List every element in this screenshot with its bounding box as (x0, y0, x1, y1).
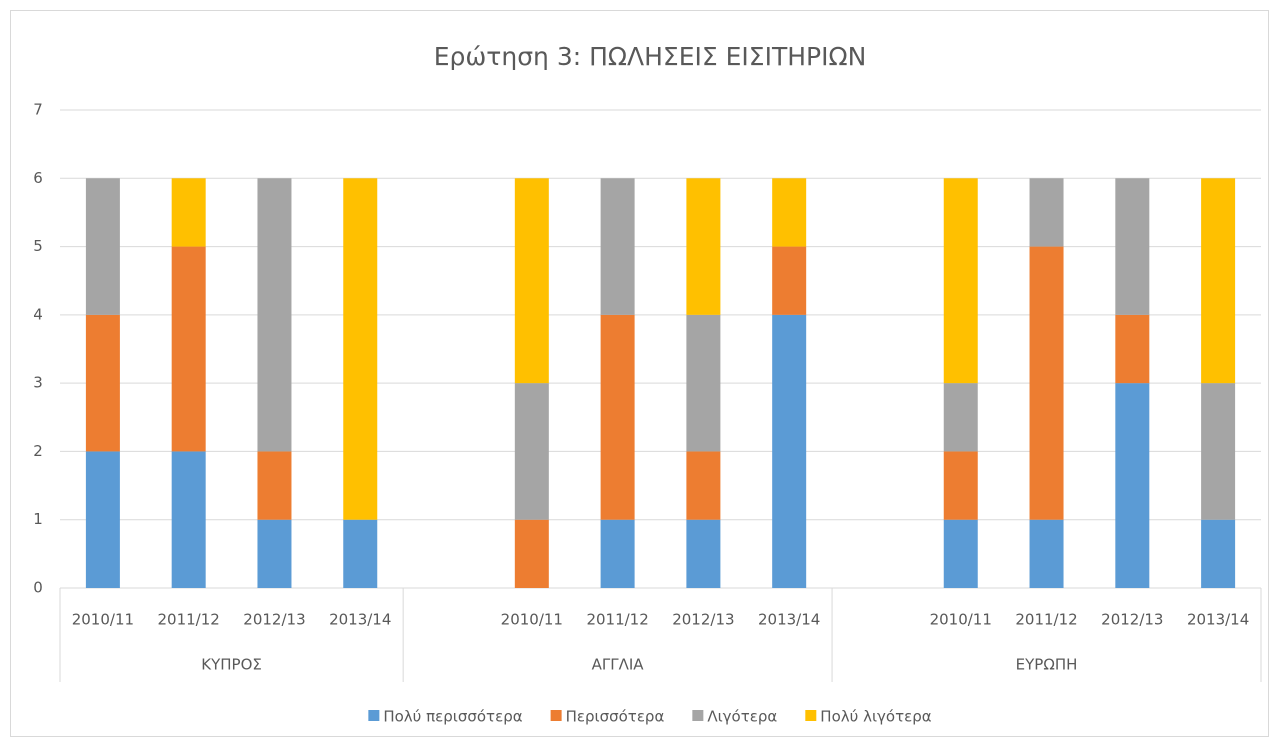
legend-label: Περισσότερα (566, 708, 665, 726)
y-tick-label: 7 (33, 101, 43, 119)
bar-segment (686, 178, 721, 315)
bar-segment (943, 519, 978, 588)
bar-segment (343, 519, 378, 588)
group-label: ΚΥΠΡΟΣ (201, 656, 262, 674)
y-tick-label: 3 (33, 374, 43, 392)
x-tick-label: 2011/12 (1015, 611, 1077, 629)
bar-segment (772, 246, 807, 315)
bar-segment (514, 519, 549, 588)
x-tick-label: 2013/14 (329, 611, 391, 629)
x-tick-label: 2012/13 (1101, 611, 1163, 629)
bar-segment (600, 314, 635, 520)
y-tick-label: 1 (33, 510, 43, 528)
bar-segment (600, 178, 635, 315)
bar-segment (171, 178, 206, 247)
bar-segment (171, 451, 206, 588)
bar-segment (772, 314, 807, 588)
bar-segment (257, 519, 292, 588)
bar-segment (85, 451, 120, 588)
x-tick-label: 2011/12 (586, 611, 648, 629)
bar-segment (1029, 519, 1064, 588)
bar-segment (686, 314, 721, 452)
x-tick-label: 2010/11 (72, 611, 134, 629)
y-tick-label: 6 (33, 169, 43, 187)
group-label: ΕΥΡΩΠΗ (1016, 656, 1078, 674)
bar-segment (1029, 178, 1064, 247)
bar-segment (1029, 246, 1064, 520)
bar-segment (1201, 519, 1236, 588)
legend-label: Πολύ περισσότερα (383, 708, 522, 726)
bar-segment (257, 178, 292, 452)
bar-segment (1201, 178, 1236, 384)
y-tick-label: 4 (33, 305, 43, 323)
bar-segment (171, 246, 206, 452)
chart-title: Ερώτηση 3: ΠΩΛΗΣΕΙΣ ΕΙΣΙΤΗΡΙΩΝ (434, 42, 867, 71)
legend-swatch (550, 710, 562, 721)
bar-segment (943, 451, 978, 520)
legend-swatch (805, 710, 817, 721)
bar-segment (85, 314, 120, 452)
y-tick-label: 5 (33, 237, 43, 255)
bar-segment (686, 519, 721, 588)
legend-label: Πολύ λιγότερα (820, 708, 931, 726)
x-tick-label: 2012/13 (243, 611, 305, 629)
x-tick-label: 2010/11 (501, 611, 563, 629)
x-tick-label: 2011/12 (158, 611, 220, 629)
bar-segment (686, 451, 721, 520)
bar-segment (85, 178, 120, 315)
y-tick-label: 0 (33, 579, 43, 597)
bar-segment (1115, 383, 1150, 588)
bar-segment (943, 178, 978, 384)
group-label: ΑΓΓΛΙΑ (592, 656, 645, 674)
bar-segment (257, 451, 292, 520)
bar-segment (772, 178, 807, 247)
bar-segment (343, 178, 378, 520)
legend-label: Λιγότερα (707, 708, 777, 726)
x-tick-label: 2010/11 (930, 611, 992, 629)
bar-segment (600, 519, 635, 588)
bar-segment (1201, 383, 1236, 520)
bar-segment (514, 383, 549, 520)
legend-swatch (368, 710, 380, 721)
bar-segment (514, 178, 549, 384)
x-tick-label: 2013/14 (1187, 611, 1249, 629)
bar-segment (943, 383, 978, 452)
bar-segment (1115, 178, 1150, 315)
x-tick-label: 2012/13 (672, 611, 734, 629)
y-tick-label: 2 (33, 442, 43, 460)
legend-swatch (692, 710, 704, 721)
x-tick-label: 2013/14 (758, 611, 820, 629)
bar-segment (1115, 314, 1150, 384)
